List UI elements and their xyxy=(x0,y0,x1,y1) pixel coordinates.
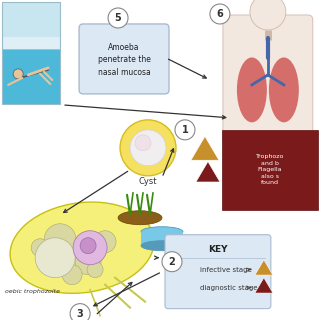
Ellipse shape xyxy=(269,57,299,122)
Polygon shape xyxy=(255,278,273,293)
Circle shape xyxy=(70,304,90,320)
Ellipse shape xyxy=(141,227,183,237)
Circle shape xyxy=(108,8,128,28)
Circle shape xyxy=(135,135,151,151)
Text: infective stage: infective stage xyxy=(200,267,252,273)
Polygon shape xyxy=(196,162,220,182)
Text: diagnostic stage: diagnostic stage xyxy=(200,285,258,291)
FancyBboxPatch shape xyxy=(223,15,313,145)
Text: Amoeba
penetrate the
nasal mucosa: Amoeba penetrate the nasal mucosa xyxy=(98,43,150,77)
FancyBboxPatch shape xyxy=(222,130,318,210)
FancyBboxPatch shape xyxy=(141,232,183,246)
Circle shape xyxy=(35,238,75,278)
Text: oebic trophozoite: oebic trophozoite xyxy=(5,289,60,294)
Circle shape xyxy=(162,252,182,272)
Circle shape xyxy=(175,120,195,140)
Circle shape xyxy=(250,0,286,30)
Text: KEY: KEY xyxy=(208,245,228,254)
Ellipse shape xyxy=(141,241,183,251)
FancyBboxPatch shape xyxy=(165,235,271,308)
Circle shape xyxy=(31,239,49,257)
Ellipse shape xyxy=(10,202,154,293)
Ellipse shape xyxy=(118,211,162,225)
FancyBboxPatch shape xyxy=(79,24,169,94)
Circle shape xyxy=(80,238,96,254)
Polygon shape xyxy=(191,136,219,160)
Circle shape xyxy=(87,262,103,278)
Circle shape xyxy=(13,69,23,79)
Text: 6: 6 xyxy=(217,9,223,19)
Text: 3: 3 xyxy=(77,308,84,319)
Polygon shape xyxy=(255,260,273,275)
Circle shape xyxy=(94,231,116,253)
Text: 2: 2 xyxy=(169,257,175,267)
FancyBboxPatch shape xyxy=(2,49,60,104)
Ellipse shape xyxy=(237,57,267,122)
FancyBboxPatch shape xyxy=(2,2,60,37)
Text: Cyst: Cyst xyxy=(139,177,157,186)
Circle shape xyxy=(44,224,76,256)
Circle shape xyxy=(130,130,166,166)
Circle shape xyxy=(120,120,176,176)
Text: 5: 5 xyxy=(115,13,121,23)
Text: Trophozo
and b
Flagella
also s
found: Trophozo and b Flagella also s found xyxy=(256,155,284,185)
Circle shape xyxy=(62,265,82,285)
Circle shape xyxy=(210,4,230,24)
Circle shape xyxy=(38,248,62,272)
FancyBboxPatch shape xyxy=(2,37,60,49)
Circle shape xyxy=(73,231,107,265)
Circle shape xyxy=(75,249,101,275)
Text: 1: 1 xyxy=(181,125,188,135)
